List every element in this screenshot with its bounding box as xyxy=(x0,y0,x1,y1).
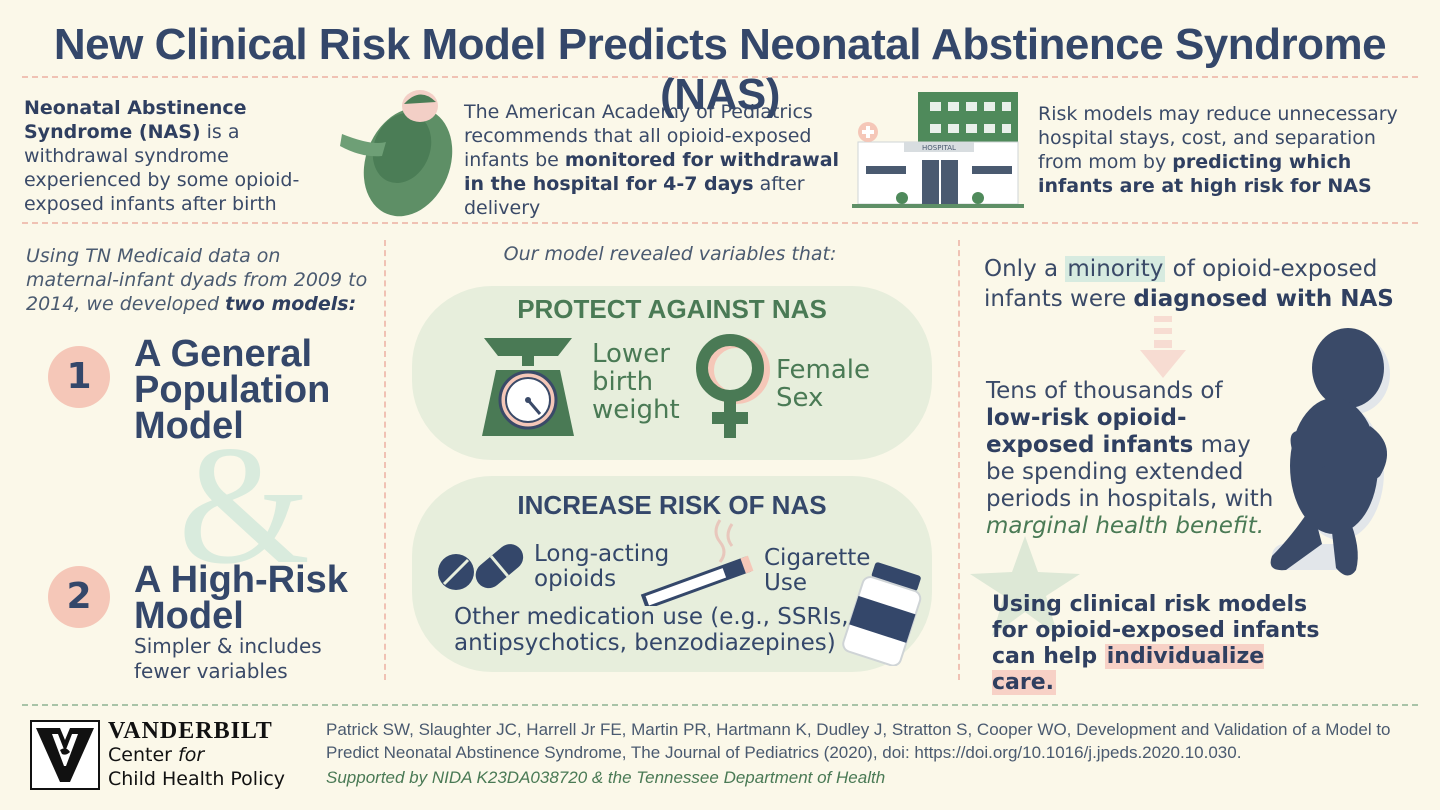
pill-bottle-icon xyxy=(842,562,922,666)
increase-opioids: Long-acting opioids xyxy=(534,541,670,592)
logo-center-line: Center for xyxy=(108,744,204,766)
data-source-text: Using TN Medicaid data on maternal-infan… xyxy=(26,245,368,315)
aap-text-a: The American Academy of Pediatrics recom… xyxy=(464,101,813,171)
model1-title: A General Population Model xyxy=(134,333,331,447)
model1-number: 1 xyxy=(48,346,110,408)
increase-heading: INCREASE RISK OF NAS xyxy=(517,490,827,520)
low-risk-statement: Tens of thousands of low-risk opioid-exp… xyxy=(986,378,1282,540)
baby-silhouette-icon xyxy=(1270,328,1390,576)
nas-term: Neonatal Abstinence Syndrome (NAS) xyxy=(24,97,247,143)
model2-title: A High-Risk Model xyxy=(134,559,348,637)
divider-left xyxy=(384,240,386,680)
minority-text-a: Only a xyxy=(984,256,1066,282)
star-decoration-icon xyxy=(970,536,1080,636)
down-arrow-icon xyxy=(1140,316,1186,378)
page-title: New Clinical Risk Model Predicts Neonata… xyxy=(53,20,1387,119)
low-risk-text-bold: low-risk opioid-exposed infants xyxy=(986,405,1194,458)
pills-icon xyxy=(438,544,524,590)
divider-middle xyxy=(22,222,1418,224)
low-risk-text-a: Tens of thousands of xyxy=(986,378,1223,404)
protect-female-sex: Female Sex xyxy=(776,355,871,413)
model2-subtitle: Simpler & includes fewer variables xyxy=(134,634,322,683)
protect-heading: PROTECT AGAINST NAS xyxy=(517,294,827,324)
scale-icon xyxy=(482,338,574,436)
aap-recommendation: The American Academy of Pediatrics recom… xyxy=(464,100,848,220)
aap-text-bold: monitored for withdrawal in the hospital… xyxy=(464,149,840,195)
ampersand-decoration: & xyxy=(178,411,311,599)
hospital-sign: HOSPITAL xyxy=(922,144,956,152)
female-sex-icon xyxy=(696,334,770,438)
risk-models-benefit: Risk models may reduce unnecessary hospi… xyxy=(1038,102,1424,198)
hospital-icon: HOSPITAL xyxy=(852,92,1024,208)
cigarette-icon xyxy=(640,519,754,606)
individualize-statement: Using clinical risk models for opioid-ex… xyxy=(992,592,1322,696)
divider-right xyxy=(958,240,960,680)
citation: Patrick SW, Slaughter JC, Harrell Jr FE,… xyxy=(326,720,1391,762)
logo-name: VANDERBILT xyxy=(108,718,273,744)
minority-highlight: minority xyxy=(1065,256,1166,282)
risk-text-bold: predicting which infants are at high ris… xyxy=(1038,151,1372,197)
aap-text-b: after delivery xyxy=(464,173,805,219)
risk-text-a: Risk models may reduce unnecessary hospi… xyxy=(1038,103,1398,173)
data-source-intro: Using TN Medicaid data on maternal-infan… xyxy=(26,244,376,316)
swaddled-baby-icon xyxy=(340,90,453,217)
model2-number: 2 xyxy=(48,566,110,628)
divider-top xyxy=(22,76,1418,78)
funding-note: Supported by NIDA K23DA038720 & the Tenn… xyxy=(326,768,886,787)
vanderbilt-logo-icon xyxy=(30,720,100,790)
low-risk-text-italic: marginal health benefit. xyxy=(986,513,1265,539)
variables-intro: Our model revealed variables that: xyxy=(503,243,837,265)
divider-footer xyxy=(22,704,1418,706)
protect-birth-weight: Lower birth weight xyxy=(592,339,680,425)
minority-text-bold: diagnosed with NAS xyxy=(1133,286,1394,312)
logo-for-text: for xyxy=(178,744,205,766)
individualize-text: Using clinical risk models for opioid-ex… xyxy=(992,592,1320,669)
minority-statement: Only a minority of opioid-exposed infant… xyxy=(984,254,1394,314)
nas-definition: Neonatal Abstinence Syndrome (NAS) is a … xyxy=(24,96,344,216)
increase-other-meds: Other medication use (e.g., SSRIs, antip… xyxy=(454,604,849,656)
low-risk-text-b: may be spending extended periods in hosp… xyxy=(986,432,1274,512)
logo-center-text: Center xyxy=(108,744,178,766)
nas-definition-text: is a withdrawal syndrome experienced by … xyxy=(24,121,300,215)
increase-cigarette: Cigarette Use xyxy=(764,545,871,596)
minority-text-b: of opioid-exposed infants were xyxy=(984,256,1378,312)
logo-chp-line: Child Health Policy xyxy=(108,768,286,790)
two-models-text: two models: xyxy=(225,293,357,315)
